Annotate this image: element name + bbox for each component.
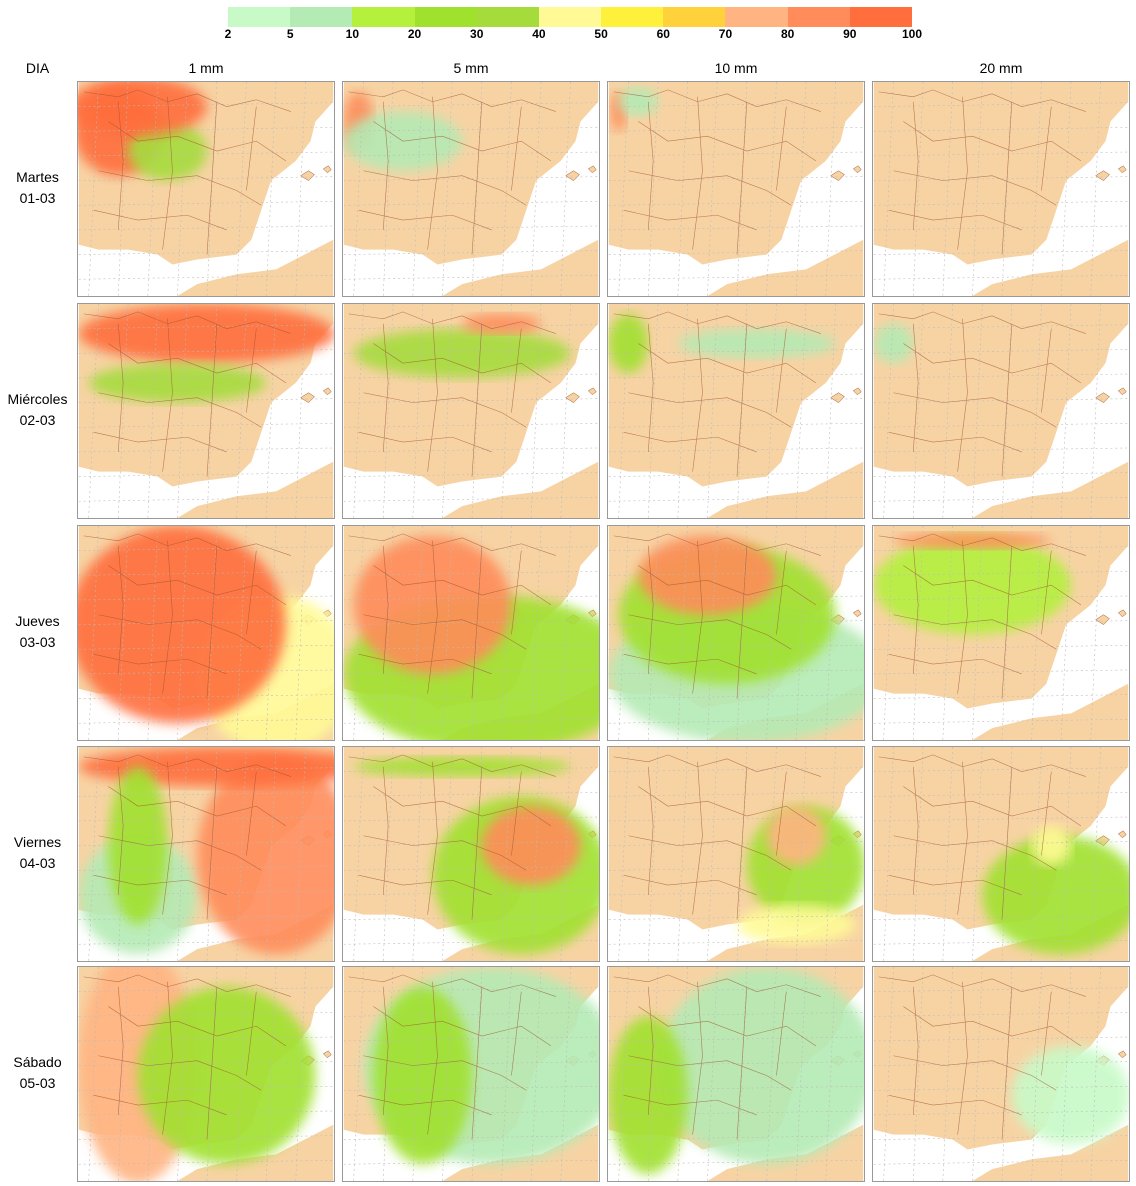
legend-label: 10 bbox=[345, 27, 360, 41]
map bbox=[78, 746, 375, 962]
map bbox=[343, 746, 611, 962]
map-panel bbox=[68, 77, 335, 297]
map-panel bbox=[342, 303, 600, 519]
column-header: 10 mm bbox=[714, 60, 758, 76]
map-panel bbox=[77, 303, 336, 519]
legend-swatch bbox=[538, 7, 602, 27]
row-date: 02-03 bbox=[19, 412, 56, 428]
map bbox=[68, 77, 334, 297]
map-panel bbox=[607, 81, 865, 297]
legend-label: 40 bbox=[532, 27, 546, 41]
legend-label: 20 bbox=[407, 27, 422, 41]
map-panel bbox=[342, 81, 600, 297]
legend-swatch bbox=[352, 7, 416, 27]
legend-swatch bbox=[476, 7, 540, 27]
legend-swatch bbox=[601, 7, 664, 27]
map bbox=[608, 525, 885, 743]
map bbox=[873, 525, 1129, 741]
row-day: Jueves bbox=[15, 613, 60, 629]
row-day: Sábado bbox=[13, 1054, 62, 1070]
legend-label: 70 bbox=[718, 27, 733, 41]
map bbox=[873, 81, 1129, 297]
map-panel bbox=[872, 81, 1130, 297]
map bbox=[78, 947, 334, 1184]
column-header: 5 mm bbox=[453, 60, 489, 76]
legend-label: 90 bbox=[843, 27, 857, 41]
row-label: Sábado 05-03 bbox=[0, 1052, 75, 1094]
column-header: 1 mm bbox=[188, 60, 224, 76]
row-date: 04-03 bbox=[19, 855, 56, 871]
map bbox=[78, 303, 336, 519]
map-panel bbox=[607, 746, 866, 962]
map-panel bbox=[342, 746, 611, 962]
map-panel bbox=[607, 966, 876, 1182]
row-label: Miércoles 02-03 bbox=[0, 389, 75, 431]
map-panel bbox=[607, 525, 885, 743]
legend-label: 30 bbox=[470, 27, 484, 41]
row-date: 05-03 bbox=[19, 1075, 56, 1091]
legend-label: 100 bbox=[901, 27, 923, 41]
color-legend bbox=[228, 7, 913, 27]
map-panel bbox=[342, 966, 620, 1182]
map bbox=[873, 303, 1129, 519]
legend-label: 80 bbox=[780, 27, 795, 41]
map bbox=[873, 966, 1131, 1182]
legend-label: 5 bbox=[286, 27, 294, 41]
legend-label: 50 bbox=[594, 27, 608, 41]
legend-swatch bbox=[414, 7, 478, 27]
row-day: Miércoles bbox=[7, 391, 68, 407]
legend-swatch bbox=[849, 7, 913, 27]
map-panel bbox=[342, 525, 640, 753]
map bbox=[343, 81, 599, 297]
row-label: Jueves 03-03 bbox=[0, 611, 75, 653]
corner-label: DIA bbox=[25, 60, 50, 76]
row-label: Martes 01-03 bbox=[0, 167, 75, 209]
legend-label: 60 bbox=[656, 27, 670, 41]
map bbox=[68, 525, 355, 753]
map bbox=[608, 966, 876, 1182]
map bbox=[343, 966, 620, 1182]
legend-label: 2 bbox=[224, 27, 232, 41]
map bbox=[343, 525, 640, 753]
map-panel bbox=[872, 525, 1130, 741]
row-date: 03-03 bbox=[19, 634, 56, 650]
map bbox=[343, 303, 599, 519]
map-panel bbox=[607, 303, 865, 519]
map-panel bbox=[872, 303, 1130, 519]
legend-swatch bbox=[663, 7, 726, 27]
legend-swatch bbox=[725, 7, 789, 27]
row-day: Viernes bbox=[13, 834, 62, 850]
map-panel bbox=[77, 947, 335, 1184]
legend-swatch bbox=[787, 7, 851, 27]
map bbox=[608, 746, 866, 962]
map bbox=[608, 303, 864, 519]
legend-swatch bbox=[290, 7, 353, 27]
row-label: Viernes 04-03 bbox=[0, 832, 75, 874]
legend-swatch bbox=[228, 7, 291, 27]
map-panel bbox=[68, 525, 355, 753]
map bbox=[608, 81, 864, 297]
row-date: 01-03 bbox=[19, 190, 56, 206]
map-panel bbox=[77, 746, 375, 962]
map bbox=[873, 746, 1136, 962]
map-panel bbox=[872, 966, 1131, 1182]
row-day: Martes bbox=[16, 169, 59, 185]
column-header: 20 mm bbox=[979, 60, 1023, 76]
map-panel bbox=[872, 746, 1136, 962]
